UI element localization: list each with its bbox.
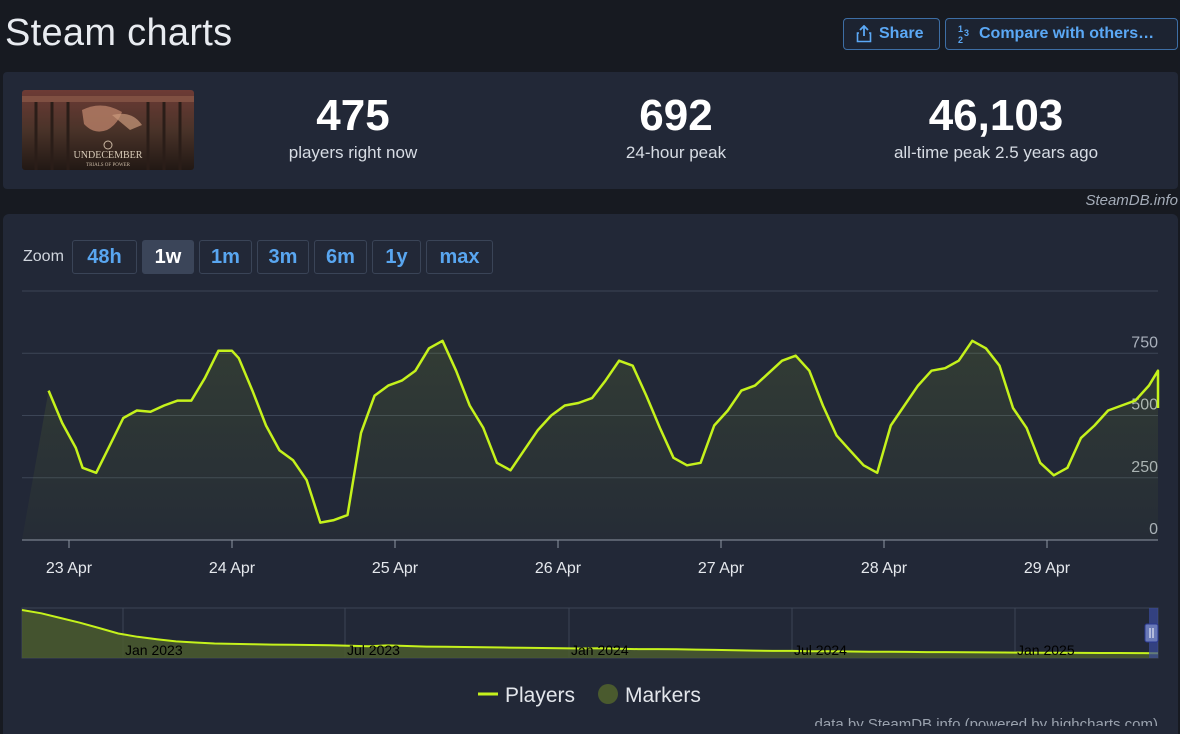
legend-label: Markers (625, 684, 701, 707)
zoom-48h-button[interactable]: 48h (72, 240, 137, 274)
x-tick-label: 26 Apr (535, 560, 582, 577)
stat-24h-peak: 692 24-hour peak (576, 90, 776, 163)
navigator-area (22, 610, 1158, 658)
steamdb-credit: SteamDB.info (1085, 192, 1178, 209)
legend-markers[interactable]: Markers (598, 684, 701, 707)
navigator-label: Jul 2023 (347, 642, 400, 658)
navigator-label: Jul 2024 (794, 642, 847, 658)
compare-label: Compare with others… (979, 25, 1155, 42)
zoom-1w-button[interactable]: 1w (142, 240, 194, 274)
svg-text:1: 1 (958, 24, 963, 34)
legend-label: Players (505, 684, 575, 707)
stat-value: 475 (316, 91, 390, 140)
players-area (22, 340, 1158, 540)
share-icon (856, 25, 872, 43)
zoom-1m-button[interactable]: 1m (199, 240, 252, 274)
share-button[interactable]: Share (843, 18, 940, 50)
navigator-line (21, 609, 1159, 655)
x-tick-label: 24 Apr (209, 560, 256, 577)
thumbnail-title: UNDECEMBER (74, 150, 143, 161)
zoom-max-button[interactable]: max (426, 240, 493, 274)
x-tick-label: 28 Apr (861, 560, 908, 577)
chart-footer: data by SteamDB.info (powered by highcha… (815, 716, 1159, 726)
page-title: Steam charts (5, 12, 233, 54)
chart-panel: Zoom 48h 1w 1m 3m 6m 1y max 0250500750 2… (3, 214, 1178, 734)
x-tick-label: 25 Apr (372, 560, 419, 577)
navigator-label: Jan 2024 (571, 642, 629, 658)
legend-players[interactable]: Players (478, 684, 575, 707)
stat-label: players right now (288, 143, 418, 162)
svg-text:3: 3 (964, 28, 969, 38)
zoom-3m-button[interactable]: 3m (257, 240, 309, 274)
stat-label: 24-hour peak (625, 143, 727, 162)
players-line (47, 339, 1160, 524)
share-label: Share (879, 25, 924, 42)
stat-all-time-peak: 46,103 all-time peak 2.5 years ago (866, 90, 1126, 163)
x-tick-label: 23 Apr (46, 560, 93, 577)
zoom-6m-button[interactable]: 6m (314, 240, 367, 274)
navigator-handle[interactable] (1144, 623, 1159, 643)
navigator-label: Jan 2025 (1017, 642, 1075, 658)
stats-panel: UNDECEMBER TRIALS OF POWER 475 players r… (3, 72, 1178, 189)
zoom-1y-button[interactable]: 1y (372, 240, 421, 274)
stat-label: all-time peak 2.5 years ago (893, 143, 1099, 162)
game-thumbnail[interactable]: UNDECEMBER TRIALS OF POWER (22, 90, 194, 170)
zoom-label: Zoom (23, 248, 64, 265)
navigator-label: Jan 2023 (125, 642, 183, 658)
stat-value: 692 (639, 91, 713, 140)
stat-value: 46,103 (928, 91, 1064, 140)
thumbnail-subtitle: TRIALS OF POWER (86, 163, 131, 168)
svg-text:2: 2 (958, 35, 963, 44)
stat-players-now: 475 players right now (253, 90, 453, 163)
y-tick-label: 750 (1131, 334, 1158, 351)
x-tick-label: 29 Apr (1024, 560, 1071, 577)
x-tick-label: 27 Apr (698, 560, 745, 577)
